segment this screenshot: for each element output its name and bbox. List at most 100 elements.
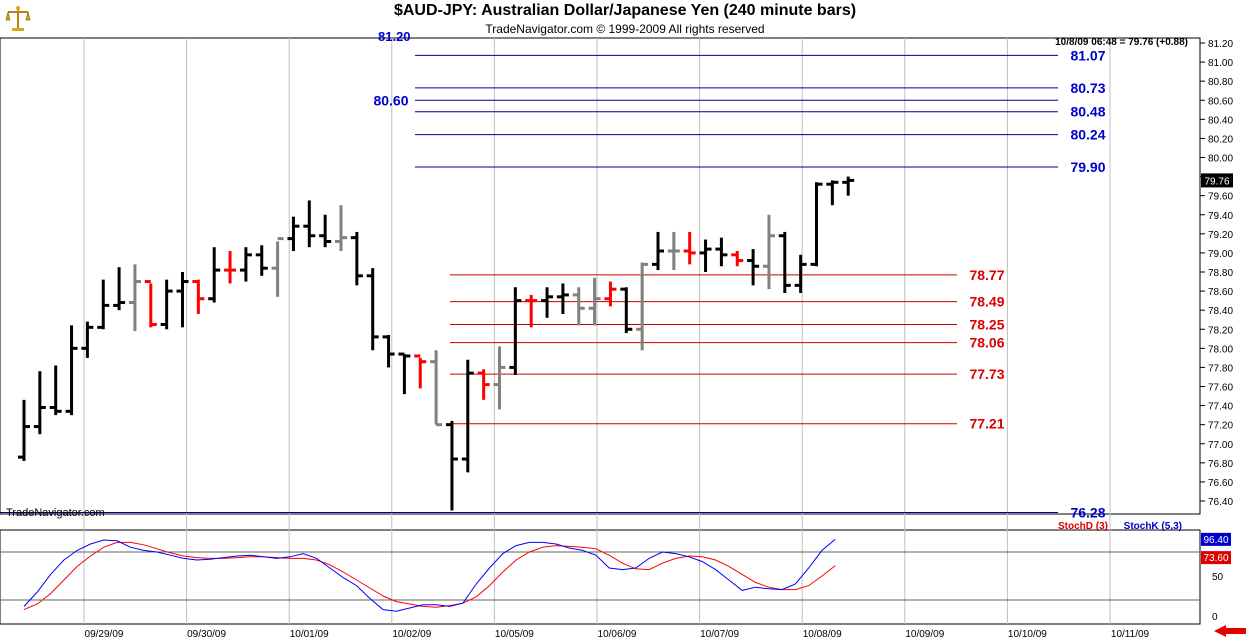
- ohlc-bar: [588, 277, 601, 326]
- ohlc-bar: [778, 231, 791, 293]
- level-label: 78.49: [969, 294, 1004, 310]
- ohlc-bar: [366, 268, 379, 351]
- legend-stoch-k: StochK (5,3): [1124, 521, 1182, 532]
- ohlc-bar: [604, 281, 617, 307]
- level-label: 80.60: [373, 92, 408, 108]
- stoch-d-line: [23, 541, 836, 611]
- last-price-tag-label: 79.76: [1204, 176, 1229, 187]
- ohlc-bar: [113, 267, 126, 311]
- ohlc-bar: [699, 239, 712, 272]
- x-tick-label: 10/08/09: [803, 629, 842, 640]
- ohlc-bar: [271, 237, 284, 297]
- y-tick-label: 80.80: [1208, 77, 1233, 88]
- y-tick-label: 77.60: [1208, 383, 1233, 394]
- stoch-d-value-tag: [1201, 551, 1231, 565]
- ohlc-bar: [445, 420, 458, 511]
- level-label: 77.73: [969, 366, 1004, 382]
- y-tick-label: 77.80: [1208, 363, 1233, 374]
- ohlc-bar: [335, 205, 347, 252]
- chart-subtitle: TradeNavigator.com © 1999-2009 All right…: [485, 22, 765, 36]
- ohlc-bar: [160, 279, 173, 330]
- ohlc-bar: [430, 350, 443, 427]
- ohlc-bar: [762, 214, 775, 290]
- ohlc-bar: [731, 251, 744, 267]
- ohlc-bar: [144, 280, 157, 328]
- x-tick-label: 09/29/09: [85, 629, 124, 640]
- y-tick-label: 79.60: [1208, 192, 1233, 203]
- x-tick-label: 10/01/09: [290, 629, 329, 640]
- ohlc-bar: [303, 200, 316, 248]
- y-tick-label: 80.60: [1208, 96, 1233, 107]
- ohlc-bar: [65, 325, 78, 416]
- x-tick-label: 10/06/09: [598, 629, 637, 640]
- ohlc-bar: [239, 247, 252, 282]
- level-label: 80.24: [1070, 127, 1105, 143]
- price-panel-frame: [0, 37, 1201, 515]
- stoch-k-value-label: 96.40: [1203, 535, 1228, 546]
- level-label: 76.28: [1070, 504, 1105, 520]
- ohlc-bar: [572, 287, 585, 326]
- y-tick-label: 76.80: [1208, 459, 1233, 470]
- ohlc-bar: [652, 231, 664, 271]
- ohlc-bar: [715, 237, 728, 267]
- x-tick-label: 10/11/09: [1111, 629, 1150, 640]
- level-label: 80.48: [1070, 104, 1105, 120]
- ohlc-bar: [683, 231, 696, 265]
- y-tick-label: 81.00: [1208, 58, 1233, 69]
- legend-stoch-d: StochD (3): [1058, 521, 1108, 532]
- level-label: 78.77: [969, 267, 1004, 283]
- ohlc-bar: [319, 214, 332, 248]
- y-tick-label: 80.00: [1208, 154, 1233, 165]
- ohlc-bar: [636, 262, 649, 351]
- ohlc-bar: [49, 365, 62, 416]
- nav-arrow-icon[interactable]: [1214, 625, 1246, 637]
- y-tick-label: 79.00: [1208, 249, 1233, 260]
- ohlc-bar: [747, 249, 760, 286]
- stoch-tick-label: 0: [1212, 612, 1218, 623]
- ohlc-bar: [287, 216, 300, 252]
- last-quote-label: 10/8/09 06:48 = 79.76 (+0.88): [1055, 37, 1188, 48]
- y-tick-label: 78.00: [1208, 344, 1233, 355]
- ohlc-bar: [525, 294, 538, 328]
- y-tick-label: 77.40: [1208, 402, 1233, 413]
- y-tick-label: 78.60: [1208, 287, 1233, 298]
- y-tick-label: 76.60: [1208, 478, 1233, 489]
- ohlc-bar: [176, 272, 189, 328]
- ohlc-bar: [810, 182, 823, 267]
- ohlc-bar: [208, 247, 221, 303]
- level-label: 78.06: [969, 335, 1004, 351]
- y-tick-label: 77.00: [1208, 440, 1233, 451]
- y-tick-label: 77.20: [1208, 421, 1233, 432]
- stoch-panel-frame: [0, 529, 1201, 625]
- ohlc-bar: [794, 254, 807, 293]
- ohlc-bar: [192, 279, 205, 314]
- ohlc-bar: [33, 371, 46, 435]
- ohlc-bar: [493, 346, 506, 410]
- level-label: 78.25: [969, 316, 1004, 332]
- ohlc-bar: [414, 354, 427, 389]
- ohlc-bar: [128, 264, 141, 332]
- logo-icon: [4, 4, 32, 37]
- y-tick-label: 80.20: [1208, 134, 1233, 145]
- level-label: 81.07: [1070, 47, 1105, 63]
- ohlc-bar: [826, 180, 839, 206]
- ohlc-bar: [667, 231, 680, 271]
- ohlc-bar: [350, 231, 363, 286]
- stoch-d-value-label: 73.60: [1203, 553, 1228, 564]
- ohlc-bar: [398, 352, 411, 395]
- y-tick-label: 78.40: [1208, 306, 1233, 317]
- ohlc-bar: [477, 369, 490, 400]
- y-tick-label: 80.40: [1208, 115, 1233, 126]
- stoch-k-line: [23, 538, 836, 612]
- y-tick-label: 79.40: [1208, 211, 1233, 222]
- stoch-tick-label: 50: [1212, 572, 1224, 583]
- x-tick-label: 09/30/09: [187, 629, 226, 640]
- y-tick-label: 78.20: [1208, 325, 1233, 336]
- ohlc-bar: [509, 287, 522, 376]
- y-tick-label: 76.40: [1208, 497, 1233, 508]
- ohlc-bar: [97, 279, 110, 330]
- ohlc-bar: [224, 251, 237, 284]
- cropped-level-label: 81.20: [378, 29, 411, 44]
- ohlc-bar: [842, 176, 855, 196]
